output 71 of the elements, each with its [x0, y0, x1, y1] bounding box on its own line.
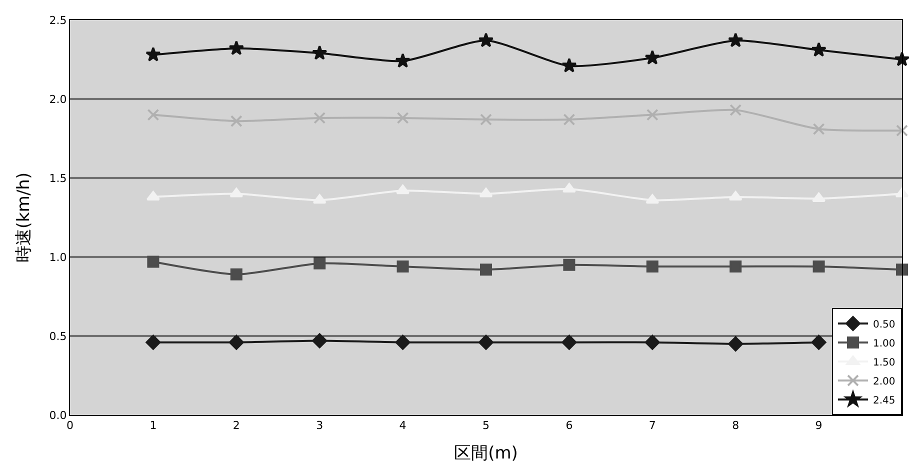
point	[396, 260, 409, 272]
point	[146, 190, 160, 200]
point	[728, 336, 744, 352]
point	[896, 124, 908, 137]
point	[146, 46, 161, 62]
point	[811, 42, 826, 57]
legend-label: 1.00	[873, 338, 896, 350]
point	[812, 123, 825, 136]
point	[147, 108, 160, 121]
point	[228, 40, 244, 56]
point	[230, 188, 244, 198]
point	[730, 260, 742, 272]
point	[895, 188, 909, 198]
point	[562, 334, 577, 350]
x-tick-label: 5	[482, 419, 490, 432]
point	[896, 264, 908, 276]
point	[644, 50, 660, 65]
y-tick-label: 1.5	[49, 172, 67, 185]
y-axis-title: 時速(km/h)	[14, 172, 34, 263]
x-tick-label: 7	[648, 419, 656, 432]
legend-label: 0.50	[873, 319, 896, 330]
y-tick-label: 2.5	[49, 14, 67, 27]
point	[395, 334, 410, 350]
point	[646, 260, 658, 272]
x-tick-label: 1	[150, 419, 157, 432]
point	[812, 260, 825, 272]
point	[480, 264, 492, 276]
x-tick-label: 4	[399, 419, 406, 432]
legend-label: 2.00	[873, 376, 896, 388]
point	[563, 114, 576, 126]
point	[147, 256, 160, 268]
point	[314, 257, 326, 270]
point	[646, 108, 658, 121]
point	[646, 194, 660, 204]
x-tick-label: 8	[732, 419, 740, 432]
point	[395, 53, 410, 68]
y-tick-label: 2.0	[49, 92, 67, 106]
legend-label: 1.50	[873, 357, 896, 368]
point	[478, 32, 494, 48]
point	[228, 334, 244, 350]
point	[314, 112, 326, 124]
point	[396, 184, 410, 194]
point	[230, 268, 242, 280]
point	[312, 45, 328, 60]
point	[728, 190, 742, 200]
x-tick-label: 3	[316, 419, 324, 432]
point	[480, 114, 492, 126]
y-tick-label: 0.5	[49, 330, 67, 343]
point	[644, 334, 660, 350]
x-axis-title: 区間(m)	[454, 444, 518, 464]
x-tick-label: 0	[66, 419, 74, 432]
point	[562, 58, 577, 72]
point	[312, 194, 326, 204]
point	[230, 115, 242, 128]
point	[479, 188, 493, 198]
point	[811, 334, 826, 350]
point	[312, 333, 328, 348]
point	[562, 183, 576, 193]
x-tick-label: 2	[232, 419, 240, 432]
point	[396, 112, 409, 124]
point	[730, 104, 742, 116]
point	[563, 258, 576, 271]
y-tick-label: 1.0	[49, 250, 67, 264]
x-tick-label: 6	[566, 419, 573, 432]
legend-label: 2.45	[873, 395, 896, 406]
point	[478, 334, 494, 350]
y-tick-label: 0.0	[49, 408, 67, 422]
x-tick-label: 9	[815, 419, 822, 432]
point	[812, 192, 826, 202]
point	[728, 32, 744, 48]
point	[146, 334, 161, 350]
